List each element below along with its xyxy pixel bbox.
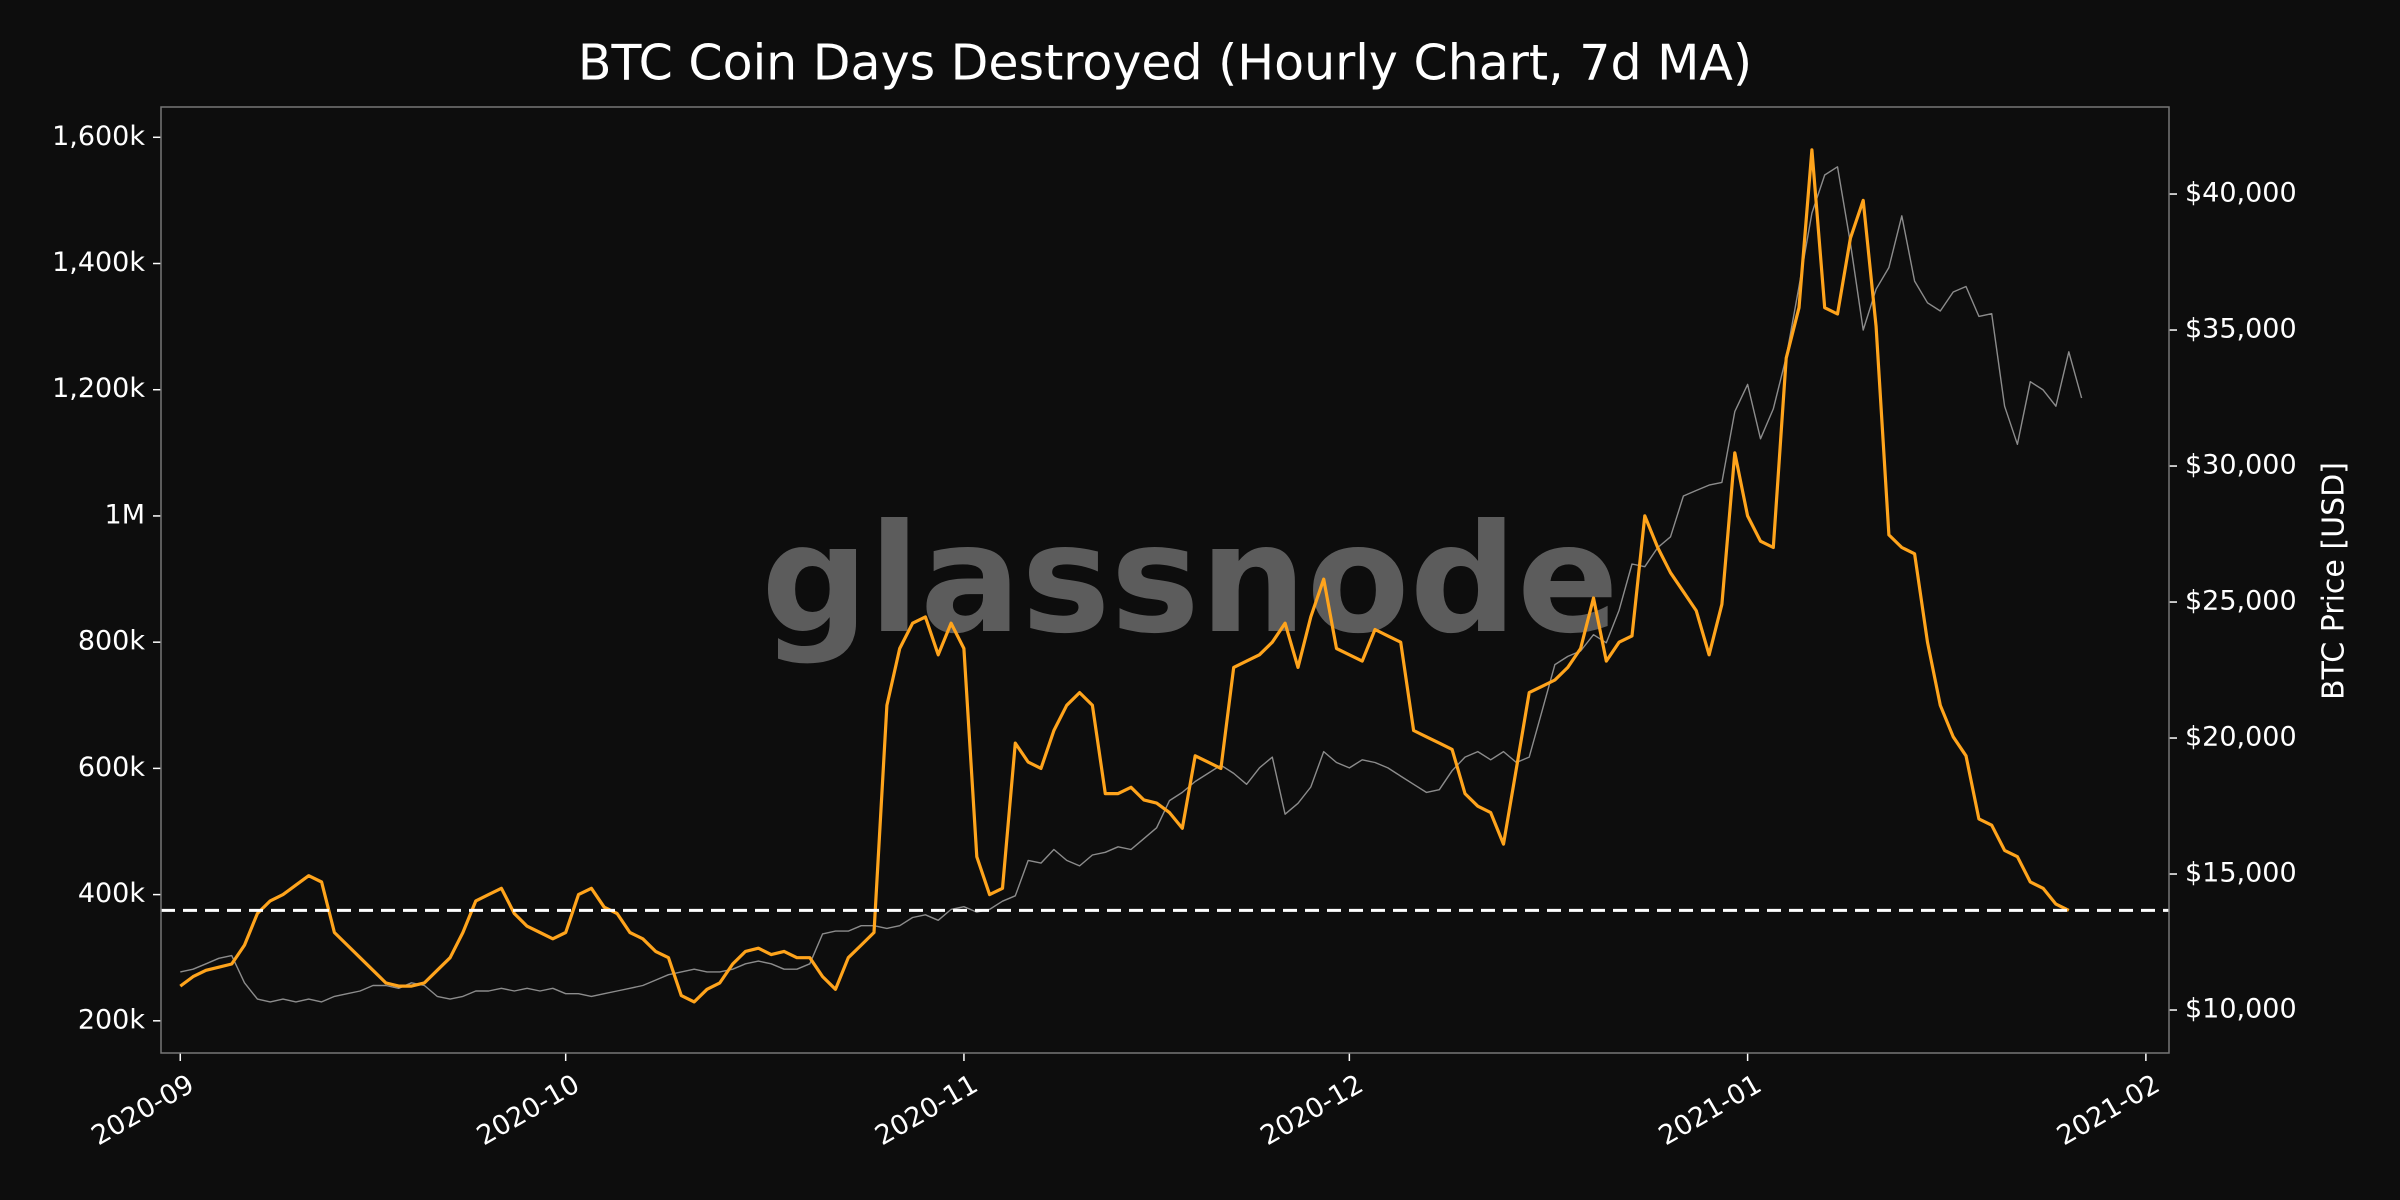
y-tick-label: 1,600k	[52, 121, 145, 152]
y2-tick-label: $30,000	[2185, 450, 2297, 481]
y2-tick-label: $10,000	[2185, 994, 2297, 1025]
y-tick-label: 1M	[105, 499, 145, 530]
y2-tick-label: $25,000	[2185, 586, 2297, 617]
y-tick-label: 200k	[78, 1004, 146, 1035]
y-tick-label: 800k	[78, 626, 146, 657]
series-line	[179, 148, 2070, 1004]
series-line	[180, 166, 2083, 1003]
y-tick-label: 600k	[78, 752, 146, 783]
y-tick-label: 1,400k	[52, 247, 145, 278]
y2-tick-label: $35,000	[2185, 314, 2297, 345]
y2-tick-label: $40,000	[2185, 178, 2297, 209]
y-tick-label: 1,200k	[52, 373, 145, 404]
y2-tick-label: $20,000	[2185, 722, 2297, 753]
watermark: glassnode	[761, 493, 1619, 667]
y2-axis-label: BTC Price [USD]	[2317, 462, 2352, 700]
chart-title: BTC Coin Days Destroyed (Hourly Chart, 7…	[578, 35, 1752, 92]
y-tick-label: 400k	[78, 878, 146, 909]
y2-tick-label: $15,000	[2185, 858, 2297, 889]
plot-frame	[160, 106, 2170, 1054]
